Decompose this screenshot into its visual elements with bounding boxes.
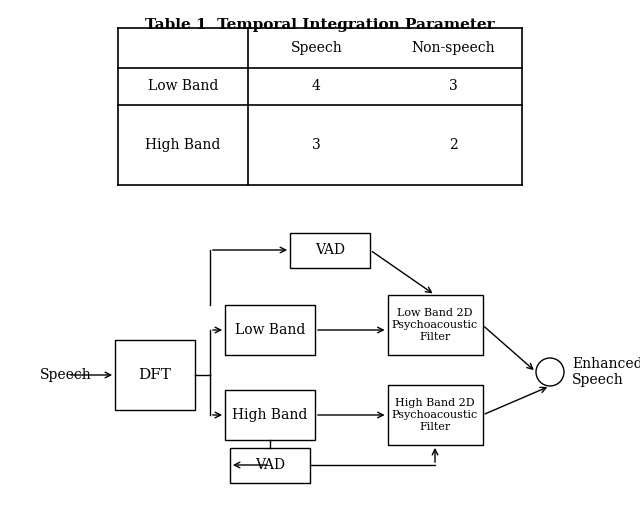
Text: 4: 4 [312, 80, 321, 94]
FancyBboxPatch shape [115, 340, 195, 410]
Text: Non-speech: Non-speech [412, 41, 495, 55]
Circle shape [536, 358, 564, 386]
Text: 2: 2 [449, 138, 458, 152]
FancyBboxPatch shape [387, 385, 483, 445]
Text: Low Band: Low Band [148, 80, 218, 94]
Text: Table 1  Temporal Integration Parameter: Table 1 Temporal Integration Parameter [145, 18, 495, 32]
FancyBboxPatch shape [387, 295, 483, 355]
Text: Enhanced
Speech: Enhanced Speech [572, 357, 640, 387]
Text: Speech: Speech [40, 368, 92, 382]
Text: 3: 3 [449, 80, 458, 94]
Text: DFT: DFT [139, 368, 172, 382]
FancyBboxPatch shape [225, 390, 315, 440]
FancyBboxPatch shape [290, 232, 370, 267]
Text: VAD: VAD [255, 458, 285, 472]
Text: High Band 2D
Psychoacoustic
Filter: High Band 2D Psychoacoustic Filter [392, 398, 478, 432]
FancyBboxPatch shape [230, 448, 310, 483]
Text: High Band: High Band [232, 408, 308, 422]
Text: Low Band: Low Band [235, 323, 305, 337]
Text: Low Band 2D
Psychoacoustic
Filter: Low Band 2D Psychoacoustic Filter [392, 308, 478, 342]
Text: 3: 3 [312, 138, 321, 152]
Text: VAD: VAD [315, 243, 345, 257]
Text: Speech: Speech [291, 41, 342, 55]
FancyBboxPatch shape [225, 305, 315, 355]
Text: High Band: High Band [145, 138, 221, 152]
